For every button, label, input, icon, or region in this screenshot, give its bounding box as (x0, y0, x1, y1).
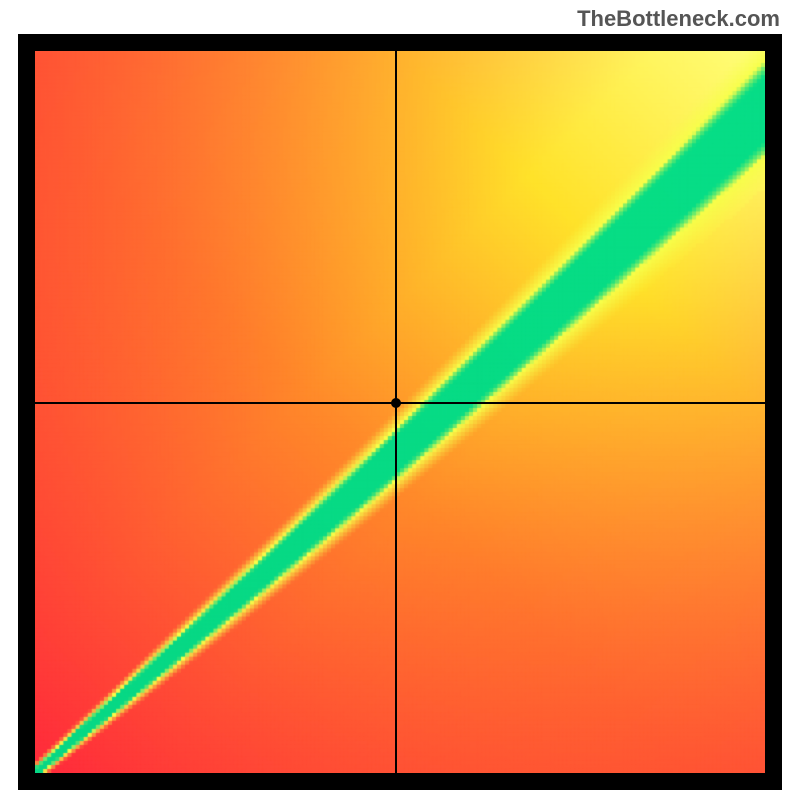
attribution-text: TheBottleneck.com (577, 6, 780, 32)
crosshair-marker (391, 398, 401, 408)
chart-container: { "attribution": "TheBottleneck.com", "p… (0, 0, 800, 800)
crosshair-vertical (395, 51, 397, 773)
heatmap-canvas (35, 51, 765, 773)
